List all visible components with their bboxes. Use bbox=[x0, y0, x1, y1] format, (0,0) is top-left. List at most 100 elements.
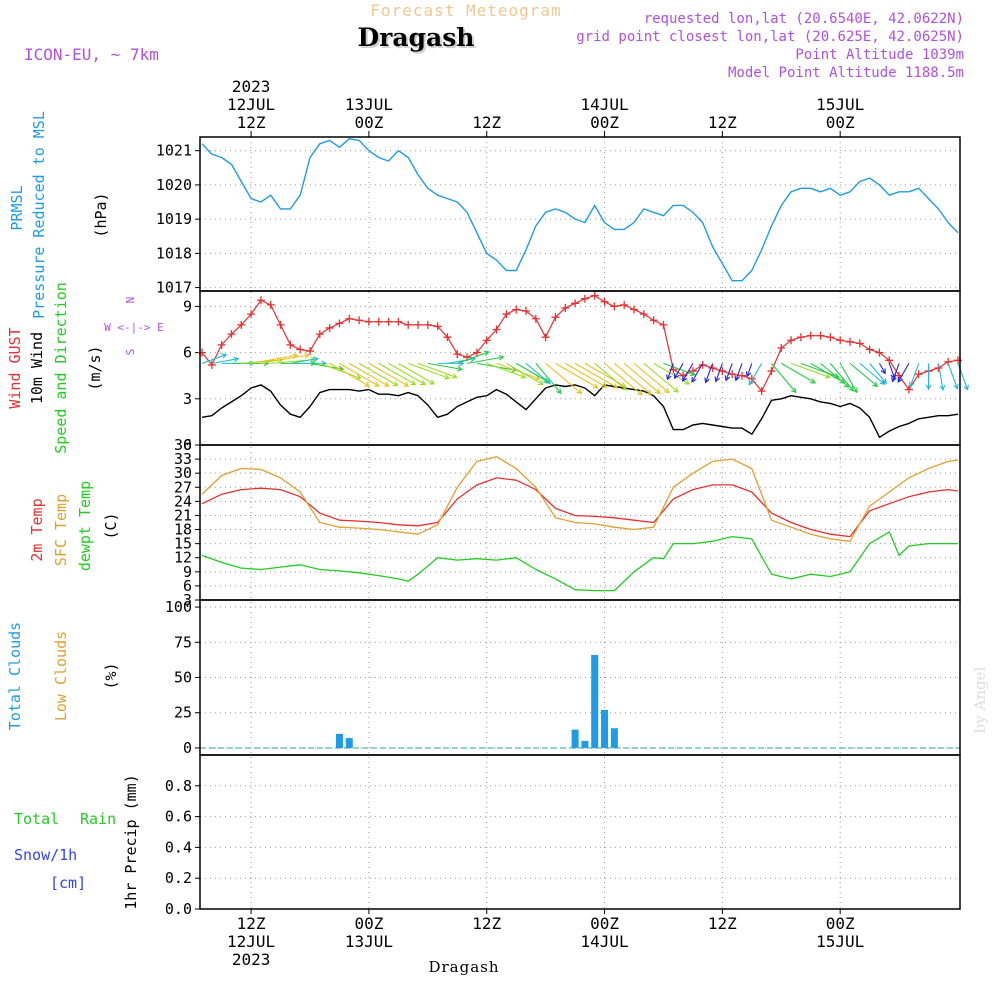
gust-marker bbox=[728, 370, 737, 379]
gust-marker bbox=[855, 339, 864, 348]
y-tick-label: 1017 bbox=[156, 279, 192, 297]
wind-arrow-head bbox=[674, 373, 680, 380]
wind-arrow bbox=[725, 363, 733, 381]
wind-arrow bbox=[849, 362, 878, 387]
gust-marker bbox=[384, 317, 393, 326]
gust-marker bbox=[345, 314, 354, 323]
top-time-label: 14JUL bbox=[580, 95, 628, 114]
y-tick-label: 9 bbox=[183, 563, 192, 581]
bottom-time-label: 00Z bbox=[826, 914, 855, 933]
gust-marker bbox=[325, 323, 334, 332]
pressure-label-1: PRMSL bbox=[8, 185, 26, 230]
wind-arrow-head bbox=[704, 377, 710, 384]
gust-marker bbox=[512, 305, 521, 314]
header-point-altitude: Point Altitude 1039m bbox=[795, 47, 964, 63]
wind-arrow-head bbox=[470, 356, 477, 363]
cloud-bar bbox=[345, 738, 353, 748]
gust-marker bbox=[207, 360, 216, 369]
wind-unit: (m/s) bbox=[86, 345, 104, 390]
y-tick-label: 50 bbox=[174, 669, 192, 687]
wind-arrow bbox=[407, 362, 450, 379]
wind-arrow-head bbox=[233, 356, 240, 363]
wind-arrow bbox=[897, 363, 910, 383]
wind-arrow bbox=[666, 363, 674, 380]
wind-arrow-head bbox=[383, 381, 390, 387]
wind-arrow bbox=[909, 363, 920, 387]
gust-marker bbox=[914, 370, 923, 379]
wind-arrow bbox=[427, 362, 462, 370]
gust-marker bbox=[227, 330, 236, 339]
gust-marker bbox=[522, 307, 530, 316]
y-tick-label: 25 bbox=[174, 704, 192, 722]
wind-arrow bbox=[211, 358, 239, 364]
wind-arrow-head bbox=[908, 381, 915, 388]
cloud-bar bbox=[610, 728, 618, 748]
y-tick-label: 0.0 bbox=[165, 900, 192, 918]
y-tick-label: 36 bbox=[174, 436, 192, 454]
header-model-altitude: Model Point Altitude 1188.5m bbox=[728, 65, 964, 81]
wind-arrow-head bbox=[689, 370, 697, 377]
gust-marker bbox=[414, 320, 422, 329]
wind-arrow-head bbox=[852, 387, 858, 394]
wind-arrow-head bbox=[483, 350, 490, 357]
header-title-small: Forecast Meteogram bbox=[370, 1, 561, 20]
y-tick-label: 0.6 bbox=[165, 808, 192, 826]
wind-arrow-head bbox=[897, 376, 903, 383]
gust-marker bbox=[954, 356, 962, 365]
wind-arrow bbox=[555, 362, 599, 389]
wind-arrow bbox=[564, 362, 607, 388]
gust-marker bbox=[757, 387, 766, 396]
wind-arrow bbox=[525, 362, 551, 384]
gust-marker bbox=[296, 345, 305, 354]
wind-arrow bbox=[574, 362, 618, 389]
gust-marker bbox=[796, 333, 805, 342]
wind-arrow bbox=[748, 363, 763, 386]
wind-arrow-head bbox=[221, 353, 228, 359]
sfctemp-label: SFC Temp bbox=[52, 494, 70, 566]
wind-arrow-head bbox=[745, 371, 752, 378]
wind-arrow bbox=[820, 362, 850, 388]
y-tick-label: 3 bbox=[183, 390, 192, 408]
wind-arrow bbox=[715, 363, 723, 382]
wind-arrow bbox=[810, 362, 845, 384]
wind-line bbox=[201, 384, 959, 438]
wind-arrow-head bbox=[451, 373, 458, 379]
wind-arrow-head bbox=[691, 376, 697, 383]
gust-marker bbox=[826, 333, 835, 342]
gust-marker bbox=[787, 336, 796, 345]
bottom-time-label: 14JUL bbox=[580, 932, 628, 951]
wind-10m-label: 10m Wind bbox=[28, 332, 46, 404]
wind-arrow bbox=[378, 362, 416, 386]
y-tick-label: 6 bbox=[183, 344, 192, 362]
wind-arrow-head bbox=[443, 374, 451, 380]
wind-arrow bbox=[545, 362, 582, 394]
wind-arrow bbox=[829, 363, 854, 392]
y-tick-label: 27 bbox=[174, 478, 192, 496]
clouds-unit: (%) bbox=[102, 662, 120, 689]
y-tick-label: 6 bbox=[183, 577, 192, 595]
bottom-time-label: 2023 bbox=[232, 950, 271, 969]
wind-arrow bbox=[329, 362, 370, 387]
wind-arrow bbox=[633, 362, 670, 394]
y-tick-label: 30 bbox=[174, 464, 192, 482]
wind-arrow-head bbox=[748, 379, 754, 386]
y-tick-label: 1021 bbox=[156, 142, 192, 160]
wind-arrow bbox=[878, 363, 886, 374]
gust-marker bbox=[541, 333, 550, 342]
gust-marker bbox=[482, 336, 491, 345]
wind-arrow-head bbox=[645, 389, 652, 395]
pressure-unit: (hPa) bbox=[92, 192, 110, 237]
sfctemp-line bbox=[201, 456, 959, 542]
gust-marker bbox=[904, 385, 913, 394]
pressure-label-2: Pressure Reduced to MSL bbox=[30, 111, 48, 319]
bottom-time-label: 12JUL bbox=[227, 932, 275, 951]
pressure-line bbox=[201, 137, 959, 282]
gust-marker bbox=[502, 310, 511, 319]
gust-marker bbox=[237, 320, 246, 329]
wind-arrow-head bbox=[939, 384, 946, 392]
gust-marker bbox=[738, 371, 746, 380]
wind-arrow-head bbox=[654, 388, 661, 395]
wind-arrow bbox=[892, 363, 900, 382]
wind-arrow-head bbox=[682, 375, 688, 382]
wind-arrow bbox=[260, 354, 310, 364]
